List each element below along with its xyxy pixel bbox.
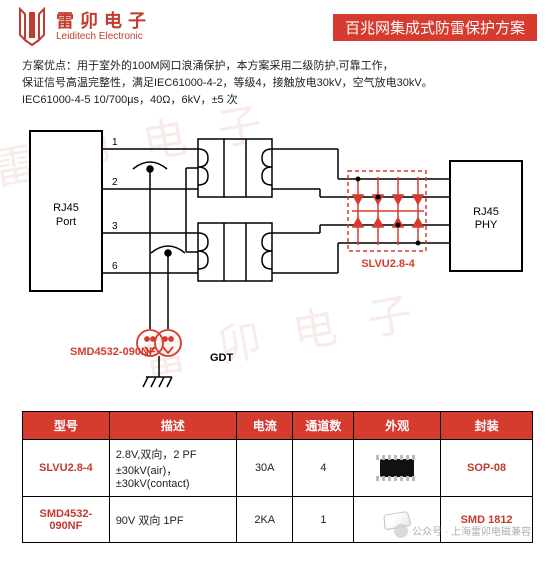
svg-text:Port: Port <box>56 216 76 228</box>
cell-package: SOP-08 <box>441 440 533 497</box>
svg-text:1: 1 <box>112 137 118 148</box>
svg-text:SMD4532-090NF: SMD4532-090NF <box>70 346 156 358</box>
th-model: 型号 <box>23 412 110 440</box>
footer-watermark: 公众号 · 上海雷卯电磁兼容 <box>394 523 531 538</box>
svg-text:RJ45: RJ45 <box>53 202 79 214</box>
wechat-icon <box>394 524 408 538</box>
svg-text:6: 6 <box>112 261 118 272</box>
svg-text:3: 3 <box>112 221 118 232</box>
svg-text:SLVU2.8-4: SLVU2.8-4 <box>361 258 415 270</box>
page-title: 百兆网集成式防雷保护方案 <box>333 14 537 41</box>
svg-text:RJ45: RJ45 <box>473 206 499 218</box>
cell-model: SLVU2.8-4 <box>23 440 110 497</box>
th-package: 封装 <box>441 412 533 440</box>
cell-desc: 90V 双向 1PF <box>109 497 237 543</box>
svg-text:GDT: GDT <box>210 352 234 364</box>
table-row: SLVU2.8-4 2.8V,双向，2 PF ±30kV(air)， ±30kV… <box>23 440 533 497</box>
desc-line: IEC61000-4-5 10/700µs，40Ω，6kV，±5 次 <box>22 92 533 109</box>
brand-zh: 雷卯电子 <box>56 12 152 30</box>
desc-line: 保证信号高温完整性，满足IEC61000-4-2，等级4，接触放电30kV，空气… <box>22 75 533 92</box>
cell-channels: 4 <box>293 440 354 497</box>
cell-current: 2KA <box>237 497 293 543</box>
th-current: 电流 <box>237 412 293 440</box>
th-appearance: 外观 <box>354 412 441 440</box>
cell-model: SMD4532-090NF <box>23 497 110 543</box>
scheme-description: 方案优点：用于室外的100M网口浪涌保护，本方案采用二级防护,可靠工作， 保证信… <box>0 50 555 111</box>
header: 雷卯电子 Leiditech Electronic 百兆网集成式防雷保护方案 <box>0 0 555 50</box>
cell-channels: 1 <box>293 497 354 543</box>
cell-desc: 2.8V,双向，2 PF ±30kV(air)， ±30kV(contact) <box>109 440 237 497</box>
th-desc: 描述 <box>109 412 237 440</box>
logo: 雷卯电子 Leiditech Electronic <box>14 7 152 47</box>
svg-text:2: 2 <box>112 177 118 188</box>
desc-line: 方案优点：用于室外的100M网口浪涌保护，本方案采用二级防护,可靠工作， <box>22 58 533 75</box>
footer-text: 公众号 · 上海雷卯电磁兼容 <box>412 523 531 538</box>
brand-en: Leiditech Electronic <box>56 32 152 42</box>
th-channels: 通道数 <box>293 412 354 440</box>
cell-current: 30A <box>237 440 293 497</box>
svg-text:PHY: PHY <box>475 219 498 231</box>
cell-appearance <box>354 440 441 497</box>
logo-icon <box>14 7 50 47</box>
circuit-diagram: RJ45 Port RJ45 PHY 1 2 3 6 <box>0 111 555 411</box>
ic-chip-icon <box>380 459 414 477</box>
